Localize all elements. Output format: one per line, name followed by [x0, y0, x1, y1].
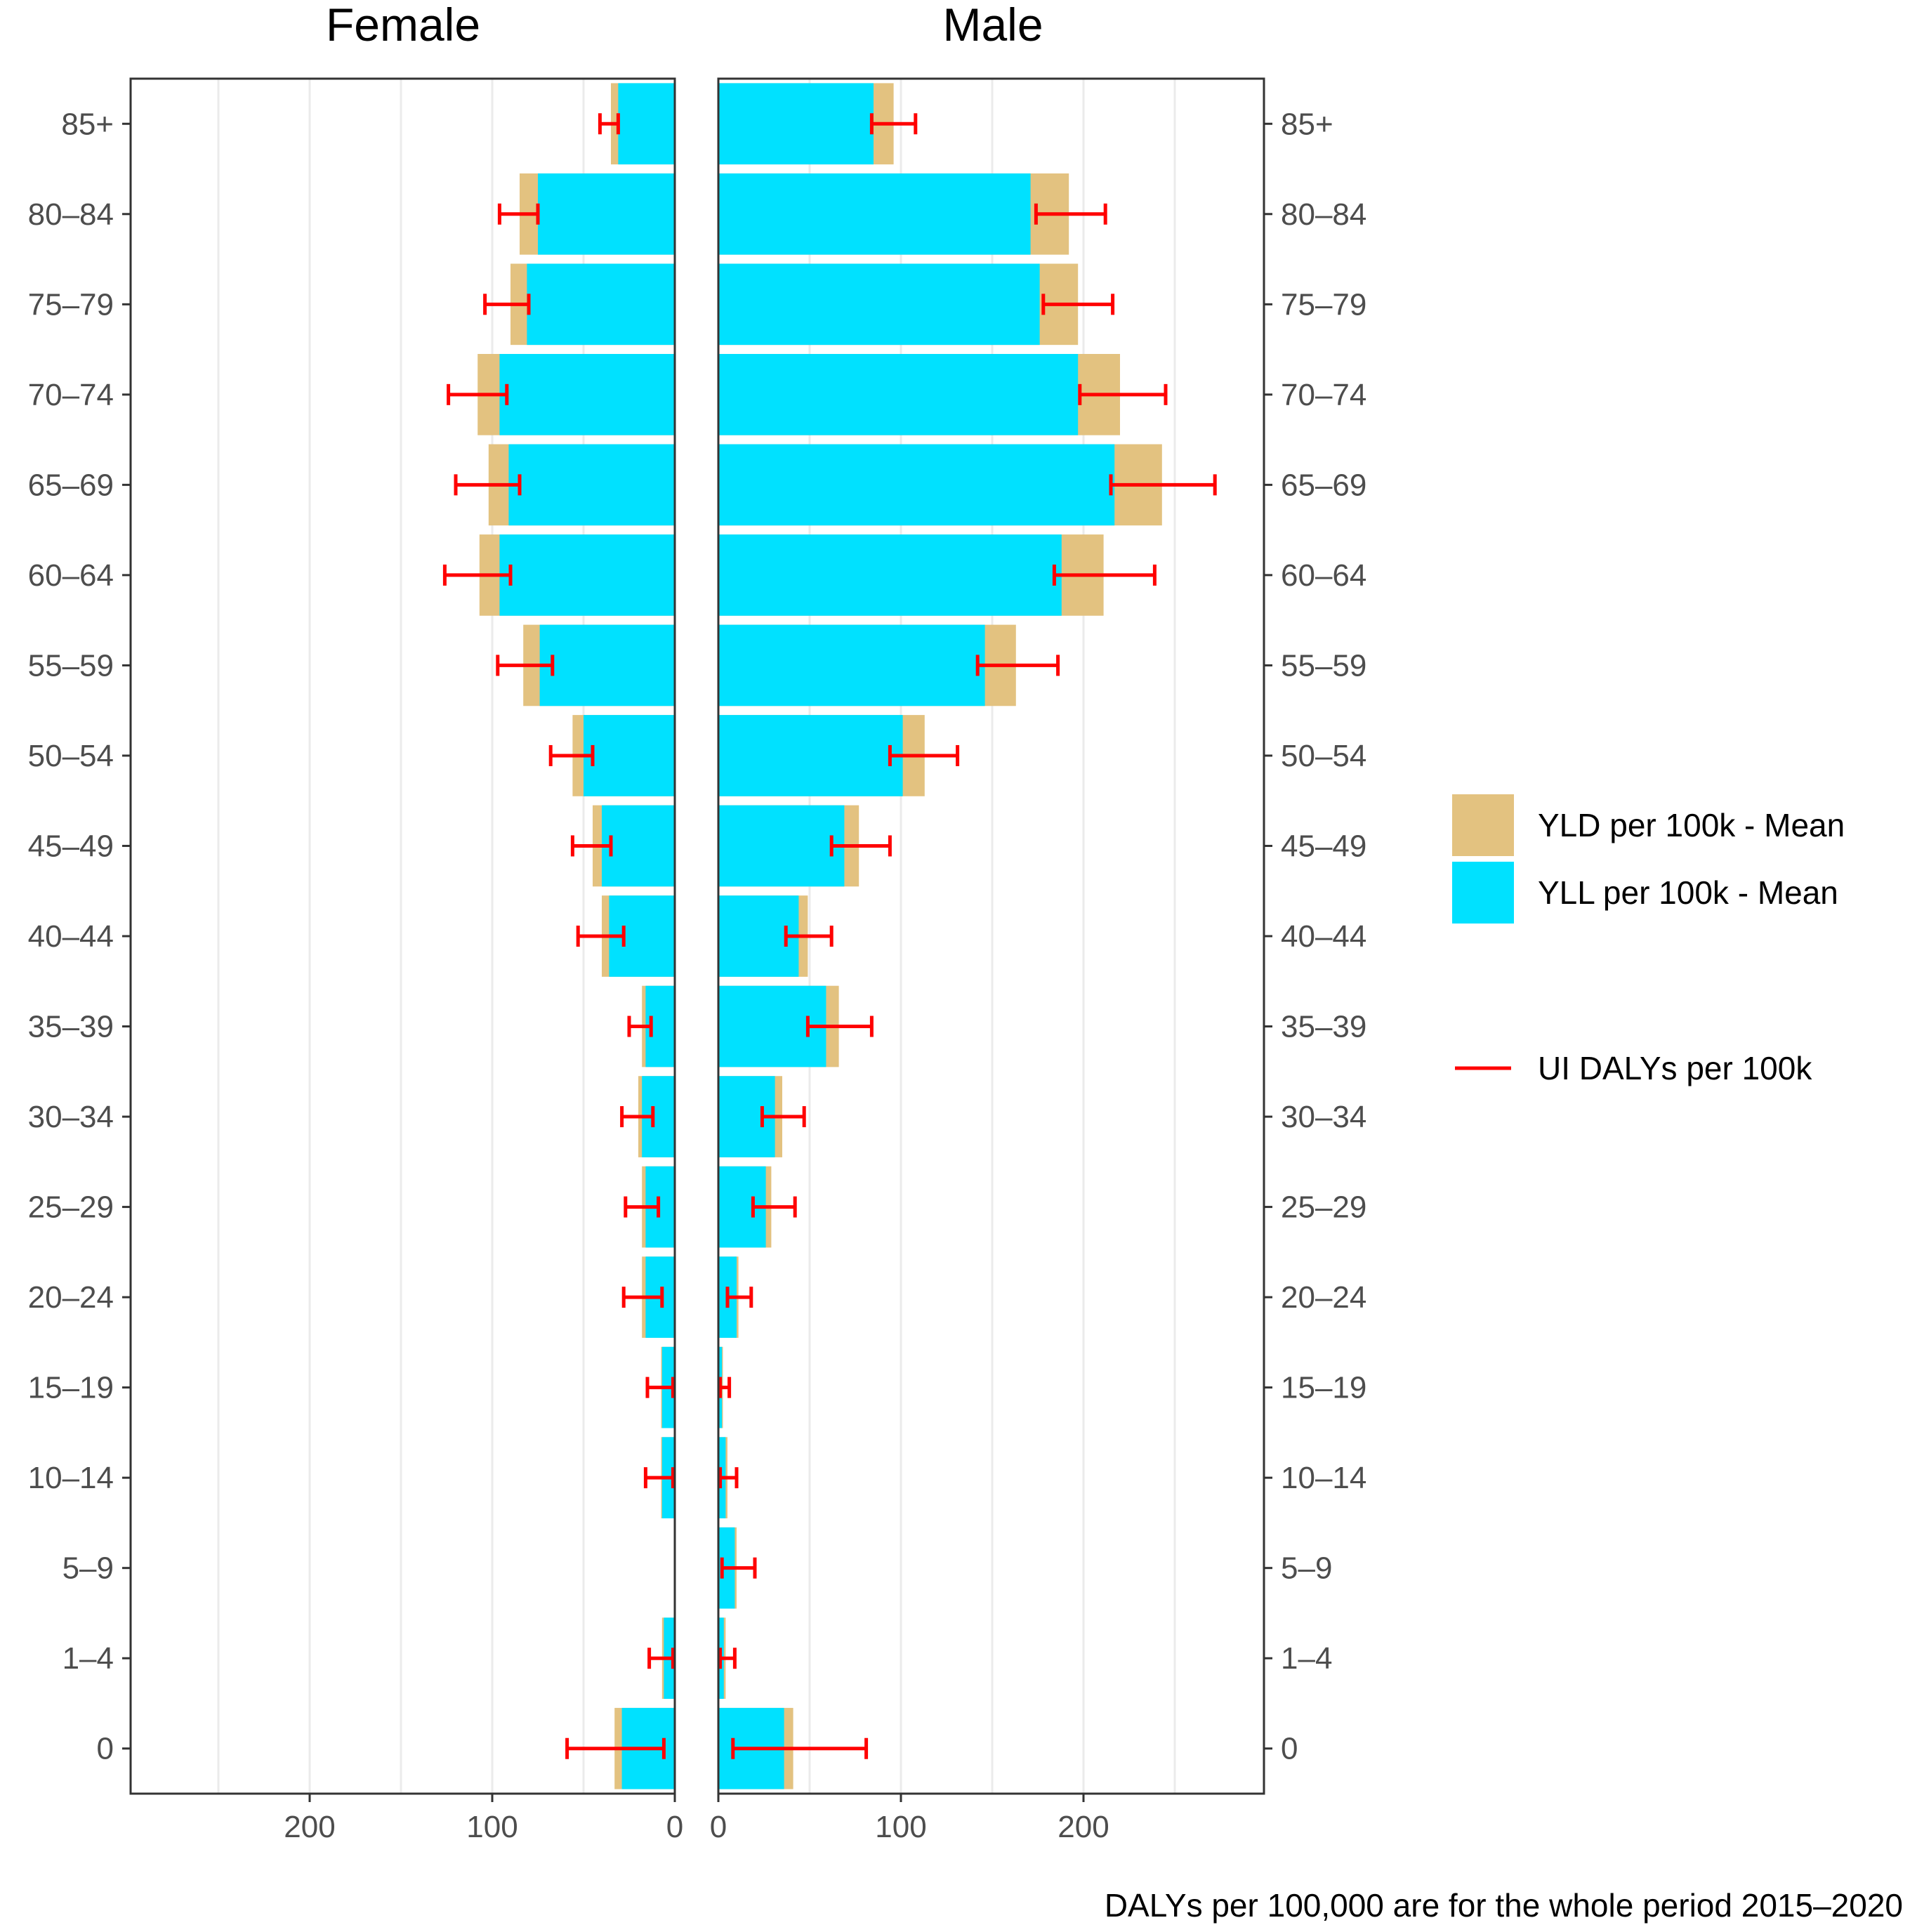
y-tick-label-left-35-39: 35–39: [28, 1010, 114, 1044]
male-yll-bar-45-49: [718, 805, 845, 887]
legend-swatch-yld: [1452, 794, 1514, 856]
y-tick-label-right-1-4: 1–4: [1281, 1641, 1332, 1676]
y-tick-label-left-40-44: 40–44: [28, 919, 114, 954]
male-yll-bar-85: [718, 83, 874, 165]
y-tick-label-left-0: 0: [97, 1732, 114, 1766]
legend-label-ui: UI DALYs per 100k: [1538, 1050, 1812, 1086]
female-panel: [129, 77, 676, 1795]
female-yll-bar-85: [618, 83, 675, 165]
y-tick-label-right-80-84: 80–84: [1281, 197, 1366, 232]
male-yll-bar-60-64: [718, 534, 1062, 616]
y-tick-label-left-30-34: 30–34: [28, 1100, 114, 1134]
y-tick-label-right-45-49: 45–49: [1281, 829, 1366, 863]
y-tick-label-left-15-19: 15–19: [28, 1371, 114, 1405]
female-yll-bar-60-64: [499, 534, 675, 616]
y-tick-label-right-0: 0: [1281, 1732, 1298, 1766]
y-tick-label-left-25-29: 25–29: [28, 1190, 114, 1225]
legend-swatch-yll: [1452, 862, 1514, 924]
legend-label-yld: YLD per 100k - Mean: [1538, 807, 1845, 843]
legend: YLD per 100k - Mean YLL per 100k - Mean …: [1452, 794, 1845, 1086]
legend-label-yll: YLL per 100k - Mean: [1538, 874, 1838, 911]
x-axis: 200 100 0 0 100 200: [284, 1794, 1109, 1844]
female-yll-bar-80-84: [538, 173, 675, 255]
male-yll-bar-65-69: [718, 444, 1115, 526]
male-panel: [717, 77, 1265, 1795]
male-yll-bar-80-84: [718, 173, 1031, 255]
y-tick-label-right-25-29: 25–29: [1281, 1190, 1366, 1225]
panel-title-female: Female: [326, 0, 480, 51]
female-yll-bar-50-54: [584, 715, 675, 796]
y-tick-label-left-60-64: 60–64: [28, 558, 114, 593]
x-tick-label-male-200: 200: [1058, 1810, 1109, 1844]
y-tick-label-right-35-39: 35–39: [1281, 1010, 1366, 1044]
x-tick-label-male-0: 0: [710, 1810, 727, 1844]
y-tick-label-right-85: 85+: [1281, 107, 1333, 141]
y-tick-label-right-10-14: 10–14: [1281, 1461, 1366, 1495]
y-tick-label-right-65-69: 65–69: [1281, 468, 1366, 502]
panel-title-male: Male: [942, 0, 1043, 51]
y-tick-label-left-45-49: 45–49: [28, 829, 114, 863]
y-tick-label-left-70-74: 70–74: [28, 378, 114, 412]
x-tick-label-female-0: 0: [666, 1810, 683, 1844]
male-yll-bar-70-74: [718, 354, 1079, 435]
y-tick-label-right-75-79: 75–79: [1281, 287, 1366, 322]
female-yll-bar-55-59: [539, 624, 675, 707]
female-yll-bar-70-74: [499, 354, 675, 435]
male-yll-bar-50-54: [718, 715, 903, 796]
y-axis-left: 85+ 80–84 75–79 70–74 65–69 60–64 55–59 50–54 45…: [28, 107, 131, 1766]
y-tick-label-right-5-9: 5–9: [1281, 1551, 1332, 1586]
y-tick-label-left-50-54: 50–54: [28, 739, 114, 773]
y-tick-label-right-30-34: 30–34: [1281, 1100, 1366, 1134]
x-tick-label-female-100: 100: [466, 1810, 518, 1844]
y-tick-label-left-5-9: 5–9: [62, 1551, 114, 1586]
y-tick-label-right-60-64: 60–64: [1281, 558, 1366, 593]
chart-caption: DALYs per 100,000 are for the whole peri…: [1105, 1887, 1903, 1924]
y-tick-label-left-65-69: 65–69: [28, 468, 114, 502]
y-axis-right: 85+ 80–84 75–79 70–74 65–69 60–64 55–59 50–54 45…: [1264, 107, 1366, 1766]
y-tick-label-left-1-4: 1–4: [62, 1641, 114, 1676]
y-tick-label-left-55-59: 55–59: [28, 648, 114, 683]
female-yll-bar-75-79: [527, 263, 675, 346]
y-tick-label-left-20-24: 20–24: [28, 1280, 114, 1315]
male-yll-bar-75-79: [718, 263, 1040, 346]
y-tick-label-right-15-19: 15–19: [1281, 1371, 1366, 1405]
y-tick-label-left-75-79: 75–79: [28, 287, 114, 322]
y-tick-label-right-20-24: 20–24: [1281, 1280, 1366, 1315]
y-tick-label-right-40-44: 40–44: [1281, 919, 1366, 954]
y-tick-label-right-55-59: 55–59: [1281, 648, 1366, 683]
y-tick-label-right-70-74: 70–74: [1281, 378, 1366, 412]
y-tick-label-left-85: 85+: [61, 107, 114, 141]
x-tick-label-male-100: 100: [875, 1810, 926, 1844]
female-yll-bar-45-49: [602, 805, 675, 887]
female-yll-bar-65-69: [508, 444, 675, 526]
y-tick-label-left-10-14: 10–14: [28, 1461, 114, 1495]
male-yll-bar-55-59: [718, 624, 985, 707]
x-tick-label-female-200: 200: [284, 1810, 335, 1844]
y-tick-label-left-80-84: 80–84: [28, 197, 114, 232]
y-tick-label-right-50-54: 50–54: [1281, 739, 1366, 773]
